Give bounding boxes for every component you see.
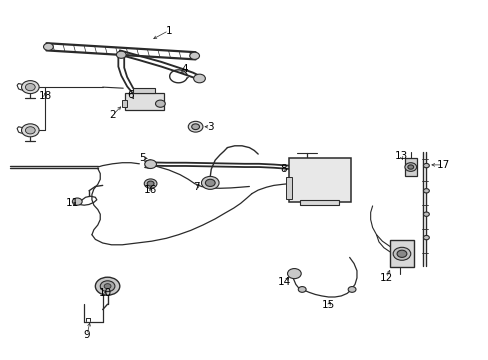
Circle shape — [205, 179, 215, 186]
Circle shape — [25, 84, 35, 91]
Bar — [288, 158, 350, 202]
Circle shape — [144, 179, 157, 188]
Circle shape — [188, 121, 203, 132]
Text: 3: 3 — [206, 122, 213, 132]
Circle shape — [201, 176, 219, 189]
Circle shape — [21, 124, 39, 137]
Circle shape — [423, 235, 428, 240]
Text: 18: 18 — [38, 91, 52, 102]
Circle shape — [147, 181, 154, 186]
Text: 13: 13 — [393, 150, 407, 161]
Circle shape — [423, 212, 428, 216]
Circle shape — [404, 163, 416, 171]
Text: 1: 1 — [165, 26, 172, 36]
Circle shape — [100, 281, 115, 292]
Circle shape — [95, 277, 120, 295]
Circle shape — [104, 284, 111, 289]
Circle shape — [287, 269, 301, 279]
Circle shape — [144, 160, 156, 168]
Circle shape — [191, 124, 199, 130]
Circle shape — [298, 287, 305, 292]
Text: 5: 5 — [139, 153, 146, 163]
Bar — [404, 158, 416, 176]
Circle shape — [25, 127, 35, 134]
Circle shape — [116, 51, 126, 58]
Bar — [122, 100, 127, 107]
Bar — [285, 177, 291, 199]
Text: 2: 2 — [109, 110, 116, 120]
Circle shape — [155, 100, 165, 107]
Circle shape — [392, 247, 410, 260]
Bar — [300, 200, 339, 205]
Text: 15: 15 — [321, 300, 335, 310]
Bar — [389, 240, 413, 267]
Bar — [124, 93, 163, 110]
Circle shape — [347, 287, 355, 292]
Bar — [133, 88, 155, 93]
Circle shape — [21, 81, 39, 94]
Text: 11: 11 — [65, 198, 79, 208]
Circle shape — [43, 43, 53, 50]
Text: 16: 16 — [143, 185, 157, 195]
Circle shape — [142, 100, 153, 109]
Circle shape — [189, 52, 199, 59]
Circle shape — [396, 250, 406, 257]
Circle shape — [407, 165, 413, 169]
Circle shape — [423, 189, 428, 193]
Circle shape — [72, 198, 82, 205]
Circle shape — [423, 163, 428, 168]
Text: 12: 12 — [379, 273, 392, 283]
Text: 8: 8 — [280, 164, 286, 174]
Text: 17: 17 — [435, 160, 449, 170]
Circle shape — [193, 74, 205, 83]
Text: 14: 14 — [277, 276, 291, 287]
Text: 7: 7 — [193, 182, 200, 192]
Text: 6: 6 — [127, 90, 134, 100]
Text: 10: 10 — [99, 288, 111, 298]
Text: 9: 9 — [83, 330, 90, 340]
Text: 4: 4 — [181, 64, 188, 74]
